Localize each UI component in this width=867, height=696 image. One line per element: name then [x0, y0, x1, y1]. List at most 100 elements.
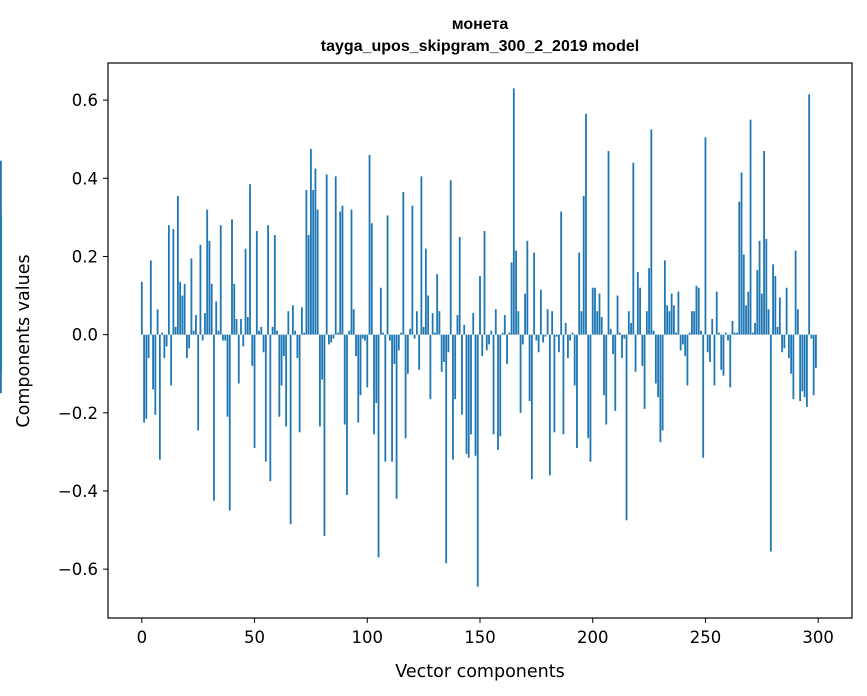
bar-series [0, 88, 817, 587]
bar [226, 334, 229, 417]
bar [634, 334, 637, 372]
bar [361, 334, 364, 339]
bar [693, 311, 696, 335]
bar [307, 234, 310, 335]
bar [731, 320, 734, 335]
bar [228, 334, 231, 511]
bar [790, 334, 793, 374]
bar [280, 334, 283, 386]
bar [675, 332, 678, 335]
y-tick-label: 0.6 [72, 91, 98, 110]
bar [697, 287, 700, 335]
bar [251, 334, 254, 366]
bar [503, 315, 506, 335]
bar [569, 334, 572, 341]
bar [727, 334, 729, 341]
bar [224, 334, 227, 341]
bar [174, 326, 177, 335]
bar [282, 334, 285, 357]
bar [323, 334, 326, 536]
bar [571, 332, 574, 335]
bar [199, 244, 202, 335]
bar [623, 334, 626, 339]
bar [296, 334, 299, 359]
bar [350, 209, 353, 335]
bar [195, 315, 197, 335]
bar [506, 334, 508, 364]
bar [544, 334, 547, 337]
bar [413, 334, 416, 339]
bar [429, 334, 432, 400]
bar [524, 293, 526, 335]
bar [476, 334, 479, 587]
bar [314, 168, 317, 335]
bar [582, 195, 585, 335]
y-tick-label: 0.2 [72, 247, 98, 266]
bar [246, 317, 249, 335]
bar [222, 334, 224, 341]
bar [537, 334, 540, 353]
bar [625, 334, 628, 521]
bar [650, 129, 653, 335]
bar [278, 334, 281, 417]
y-tick-label: 0.0 [72, 326, 98, 345]
bar [397, 334, 400, 351]
bar [661, 334, 664, 431]
bar [210, 283, 213, 335]
bar [702, 334, 705, 458]
bar [643, 334, 646, 409]
bar [555, 334, 558, 337]
x-axis: 0 50 100 150 200 250 300 [137, 618, 834, 647]
bar [709, 334, 711, 362]
bar [449, 180, 452, 335]
bar [375, 334, 378, 404]
x-tick-label: 300 [802, 628, 834, 647]
bar [321, 334, 324, 380]
bar [341, 205, 344, 335]
bar [742, 254, 745, 335]
bar [546, 309, 549, 335]
bar [614, 334, 617, 411]
bar [154, 334, 157, 415]
bar [641, 334, 644, 366]
bar [648, 268, 650, 335]
bar [560, 211, 563, 335]
bar [267, 225, 269, 335]
y-tick-label: −0.6 [58, 560, 98, 579]
bar [740, 172, 743, 335]
bar [724, 332, 727, 335]
bar [447, 334, 450, 353]
bar [0, 160, 2, 335]
bar [328, 334, 330, 345]
bar [415, 311, 418, 335]
bar [668, 311, 671, 335]
y-tick-label: 0.4 [72, 169, 98, 188]
bar [422, 326, 425, 335]
bar [409, 328, 412, 335]
bar [627, 311, 630, 335]
bar [269, 334, 272, 482]
bar [300, 307, 303, 335]
bar [736, 332, 738, 335]
bar [733, 332, 736, 335]
bar [794, 250, 797, 335]
bar [197, 334, 200, 431]
bar [172, 229, 175, 335]
bar [183, 283, 186, 335]
y-axis-label: Components values [14, 254, 34, 427]
bar [776, 326, 779, 335]
bar [589, 334, 592, 462]
bar [558, 334, 560, 353]
x-tick-label: 250 [690, 628, 722, 647]
bar [149, 260, 152, 335]
bar [562, 334, 565, 435]
bar [271, 326, 274, 335]
bar [760, 293, 763, 335]
bar [691, 311, 693, 335]
bar [530, 334, 533, 480]
bar [165, 334, 168, 347]
bar [533, 252, 536, 335]
bar [298, 334, 301, 433]
bar [402, 191, 405, 335]
bar [411, 205, 414, 335]
